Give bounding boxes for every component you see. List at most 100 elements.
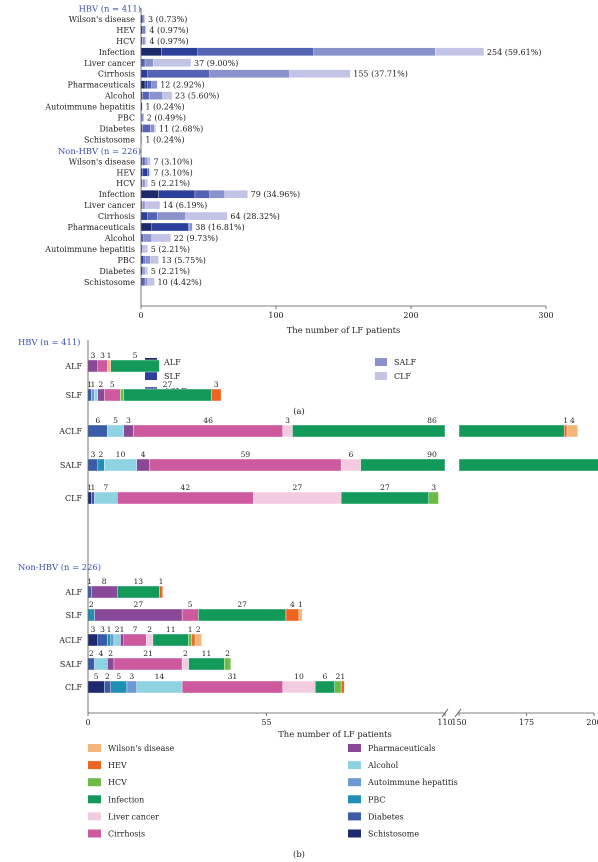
- panel-a-bar-clf: [289, 69, 351, 78]
- panel-b-segment-label: 1: [563, 416, 568, 425]
- panel-a-x-axis-title: The number of LF patients: [287, 325, 401, 335]
- panel-a-bar-salf: [157, 211, 186, 221]
- panel-b-segment-label: 3: [214, 380, 219, 389]
- panel-a-bar-slf: [140, 255, 144, 265]
- panel-b-bar-pharmaceuticals: [123, 424, 134, 438]
- panel-b-segment-label: 1: [107, 351, 112, 360]
- panel-b-bar-infection: [458, 458, 598, 472]
- panel-a-bar-clf: [148, 168, 151, 177]
- panel-a-x-tick-label: 100: [268, 311, 283, 320]
- panel-a-bar-salf: [142, 36, 146, 45]
- panel-b-legend-swatch-autoimmune-hepatitis: [348, 778, 361, 787]
- panel-b-bar-infection: [314, 680, 335, 694]
- panel-b-bar-hev: [211, 388, 222, 402]
- panel-b-bar-cirrhosis: [181, 680, 283, 694]
- panel-b-segment-label: 1: [298, 600, 303, 609]
- panel-a-value-label: 5 (2.21%): [151, 245, 190, 254]
- panel-b-segment-label: 5: [94, 672, 99, 681]
- panel-b-row-label: ALF: [64, 362, 82, 371]
- panel-a-bar-clf: [435, 47, 485, 56]
- panel-a-bar-salf: [148, 91, 163, 100]
- panel-a-category-label: Infection: [99, 190, 135, 199]
- panel-a-category-label: Cirrhosis: [98, 212, 135, 221]
- panel-b-segment-label: 3: [431, 483, 436, 492]
- panel-a-bar-clf: [224, 189, 248, 199]
- panel-a-bar-salf: [142, 200, 146, 210]
- panel-b-segment-label: 2: [99, 380, 104, 389]
- panel-b-segment-label: 3: [90, 351, 95, 360]
- panel-b-bar-infection: [292, 424, 446, 438]
- panel-a-bar-slf: [140, 211, 148, 221]
- panel-b-bar-diabetes: [87, 424, 108, 438]
- panel-b-bar-hev: [564, 424, 568, 438]
- panel-b-segment-label: 3: [100, 351, 105, 360]
- panel-a-category-label: Cirrhosis: [98, 70, 135, 79]
- panel-b-row-label: SLF: [66, 391, 83, 400]
- panel-b-bar-cirrhosis: [181, 608, 199, 622]
- panel-b-segment-label: 27: [380, 483, 390, 492]
- panel-b-segment-label: 27: [163, 380, 173, 389]
- panel-b-bar-schistosome: [87, 633, 98, 647]
- panel-b-bar-hcv: [188, 633, 193, 647]
- panel-b-bar-liver-cancer: [282, 424, 293, 438]
- panel-b-legend-label: Diabetes: [368, 812, 404, 821]
- panel-a-bar-clf: [185, 211, 228, 221]
- panel-b-caption: (b): [293, 849, 305, 859]
- panel-b-segment-label: 6: [348, 450, 353, 459]
- panel-b-segment-label: 5: [113, 416, 118, 425]
- panel-b-legend-label: Cirrhosis: [108, 830, 145, 839]
- panel-b-legend-swatch-hev: [88, 761, 101, 770]
- panel-a-category-label: Autoimmune hepatitis: [44, 245, 135, 254]
- panel-a-value-label: 4 (0.97%): [149, 37, 188, 46]
- panel-b-segment-label: 42: [181, 483, 191, 492]
- panel-b-bar-cirrhosis: [117, 491, 254, 505]
- panel-a-bar-salf: [189, 222, 193, 232]
- panel-a-bar-clf: [154, 124, 156, 133]
- panel-b-bar-hcv: [428, 491, 439, 505]
- panel-b-bar-wilson-s-disease: [298, 608, 303, 622]
- panel-b-segment-label: 3: [90, 625, 95, 634]
- panel-b-bar-alcohol: [94, 388, 98, 402]
- panel-b-legend-swatch-diabetes: [348, 812, 361, 821]
- panel-b-segment-label: 21: [143, 649, 153, 658]
- panel-a-bar-slf: [142, 168, 148, 177]
- panel-b-segment-label: 1: [107, 625, 112, 634]
- panel-b-segment-label: 4: [570, 416, 575, 425]
- panel-b-segment-label: 3: [126, 416, 131, 425]
- panel-b-bar-cirrhosis: [133, 424, 283, 438]
- panel-a-bar-alf: [140, 222, 152, 232]
- panel-b-legend-swatch-hcv: [88, 778, 101, 787]
- panel-b-bar-diabetes: [91, 491, 95, 505]
- panel-b-segment-label: 2: [105, 672, 110, 681]
- panel-b-segment-label: 46: [203, 416, 213, 425]
- panel-b-segment-label: 2: [196, 625, 201, 634]
- panel-a-value-label: 7 (3.10%): [153, 157, 192, 166]
- panel-b-segment-label: 6: [322, 672, 327, 681]
- panel-a-bar-salf: [143, 233, 152, 243]
- panel-b-segment-label: 7: [133, 625, 138, 634]
- panel-b-segment-label: 2: [89, 600, 94, 609]
- panel-b-bar-diabetes: [87, 388, 92, 402]
- panel-b-segment-label: 5: [110, 380, 115, 389]
- panel-b-bar-pharmaceuticals: [91, 585, 118, 599]
- panel-a-bar-aclf: [143, 25, 146, 35]
- panel-a-bar-salf: [142, 179, 146, 188]
- panel-a-bar-salf: [143, 266, 146, 275]
- panel-b-segment-label: 5: [133, 351, 138, 360]
- panel-a-bar-slf: [161, 47, 198, 56]
- panel-b-row-label: SALF: [60, 461, 83, 470]
- panel-a-bar-alf: [140, 80, 146, 89]
- panel-b-legend-swatch-schistosome: [348, 829, 361, 838]
- panel-a-bar-aclf: [142, 266, 144, 275]
- panel-a-bar-alf: [140, 47, 162, 56]
- panel-b-segment-label: 31: [228, 672, 238, 681]
- panel-b-axis-break-mark: [454, 708, 462, 718]
- panel-b-x-tick-label: 55: [261, 718, 271, 727]
- panel-a-bar-aclf: [197, 47, 314, 56]
- panel-b-segment-label: 2: [89, 649, 94, 658]
- panel-b-segment-label: 90: [427, 450, 437, 459]
- panel-b-segment-label: 1: [87, 483, 92, 492]
- panel-a-bar-salf: [144, 157, 148, 166]
- panel-a-category-label: HCV: [116, 37, 135, 46]
- panel-a-bar-slf: [140, 69, 148, 78]
